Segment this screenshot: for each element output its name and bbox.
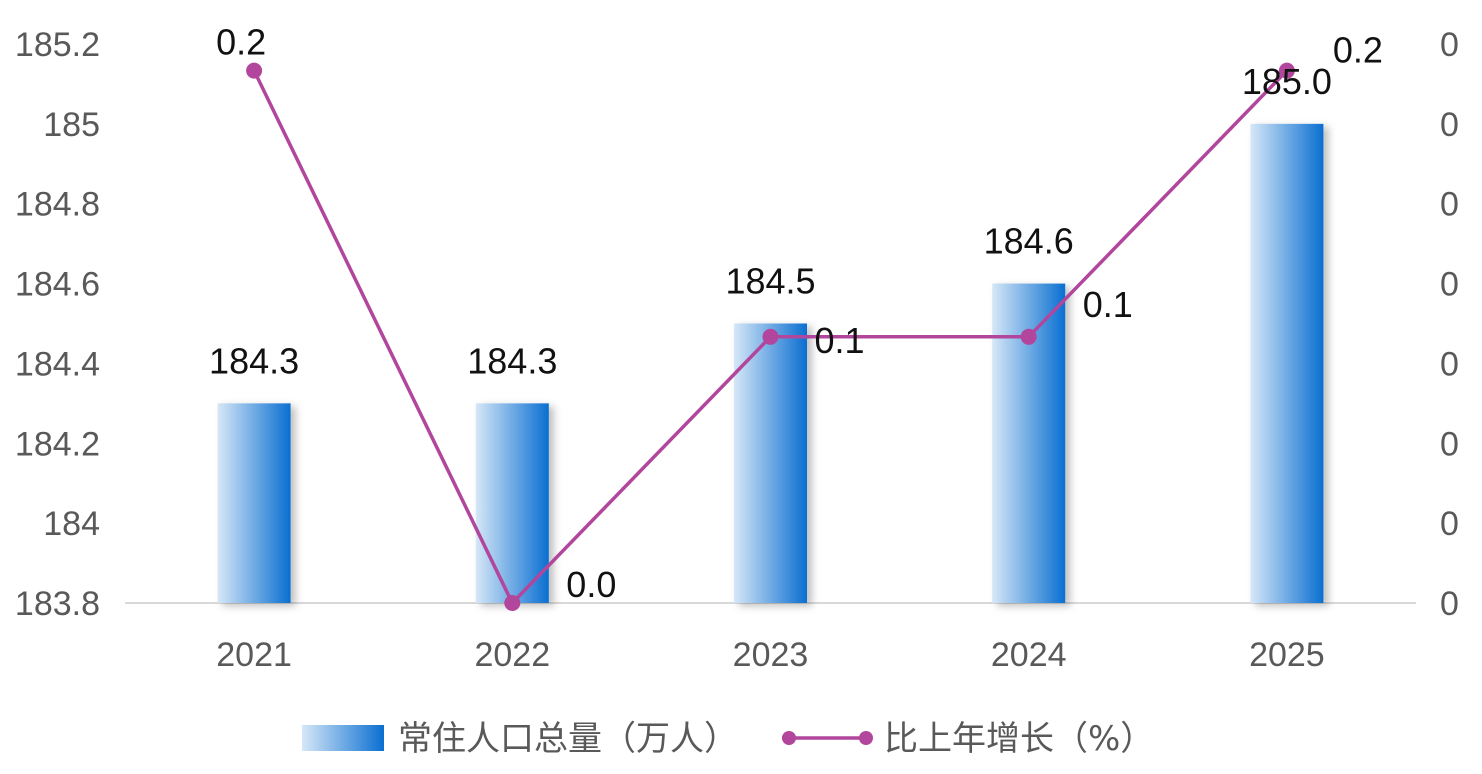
right-axis-tick-label: 0 bbox=[1440, 186, 1459, 224]
right-axis-tick-label: 0 bbox=[1440, 505, 1459, 543]
right-axis-tick-label: 0 bbox=[1440, 425, 1459, 463]
line-data-label: 0.2 bbox=[216, 22, 266, 63]
left-axis-tick-label: 185.2 bbox=[15, 26, 100, 64]
x-axis-tick-label: 2025 bbox=[1249, 636, 1325, 674]
left-axis-tick-label: 184.2 bbox=[15, 425, 100, 463]
left-axis-tick-label: 183.8 bbox=[15, 585, 100, 623]
right-axis-tick-label: 0 bbox=[1440, 106, 1459, 144]
line-point bbox=[246, 62, 263, 79]
x-axis-tick-label: 2023 bbox=[733, 636, 809, 674]
x-axis-tick-label: 2021 bbox=[216, 636, 292, 674]
right-axis-tick-label: 0 bbox=[1440, 266, 1459, 304]
bar bbox=[475, 403, 549, 603]
right-axis-tick-label: 0 bbox=[1440, 345, 1459, 383]
bar-data-label: 184.3 bbox=[467, 340, 557, 381]
line-point bbox=[504, 595, 521, 611]
line-data-label: 0.2 bbox=[1333, 30, 1383, 71]
right-axis-tick-label: 0 bbox=[1440, 26, 1459, 64]
left-axis-tick-label: 184 bbox=[43, 505, 100, 543]
bar bbox=[1250, 123, 1324, 603]
line-data-label: 0.1 bbox=[1083, 284, 1133, 325]
legend-bar-swatch bbox=[302, 725, 384, 751]
line-data-label: 0.1 bbox=[815, 320, 865, 361]
bar-data-label: 185.0 bbox=[1242, 61, 1332, 102]
left-axis-tick-label: 184.4 bbox=[15, 345, 100, 383]
left-axis-tick-label: 184.6 bbox=[15, 266, 100, 304]
bar-data-label: 184.5 bbox=[725, 261, 815, 302]
bar bbox=[217, 403, 291, 603]
legend-line-marker bbox=[782, 731, 796, 745]
bar bbox=[734, 323, 807, 603]
bar-data-label: 184.6 bbox=[984, 221, 1074, 262]
left-axis-tick-label: 185 bbox=[43, 106, 100, 144]
line-point bbox=[762, 328, 779, 345]
legend-bar-label: 常住人口总量（万人） bbox=[398, 719, 738, 759]
legend-line-label: 比上年增长（%） bbox=[884, 719, 1154, 759]
line-data-label: 0.0 bbox=[566, 564, 616, 605]
right-axis-tick-label: 0 bbox=[1440, 585, 1459, 623]
legend-line-marker bbox=[859, 731, 873, 745]
left-axis-tick-label: 184.8 bbox=[15, 186, 100, 224]
x-axis-tick-label: 2024 bbox=[991, 636, 1067, 674]
bar-data-label: 184.3 bbox=[209, 340, 299, 381]
line-point bbox=[1278, 62, 1295, 79]
line-point bbox=[1020, 328, 1037, 345]
x-axis-tick-label: 2022 bbox=[474, 636, 550, 674]
